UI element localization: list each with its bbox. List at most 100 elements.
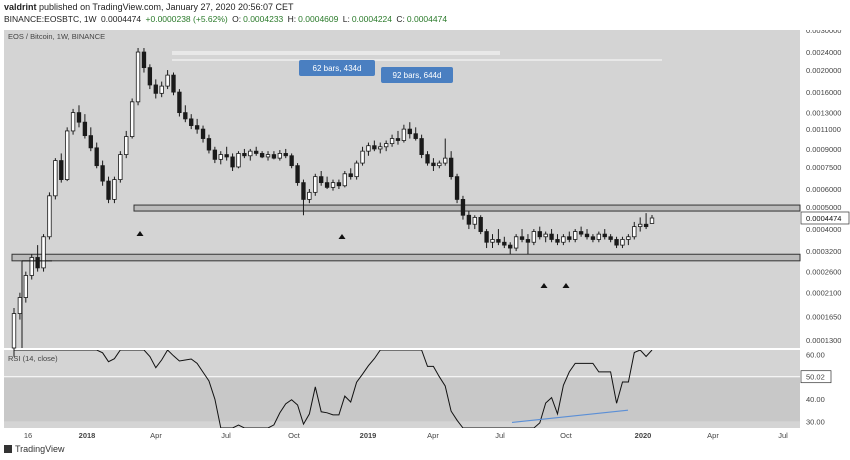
price-tick-label: 0.0020000 [806, 66, 841, 75]
price-tick-label: 0.0007500 [806, 163, 841, 172]
candle-body [230, 156, 235, 168]
candle-body [425, 154, 430, 164]
candle-body [206, 138, 212, 151]
measure-bar [172, 59, 662, 61]
candle-body [649, 217, 655, 224]
candle-body [70, 112, 76, 132]
candle-body [307, 191, 312, 200]
price-tick-label: 0.0011000 [806, 125, 841, 134]
candle-body [319, 176, 324, 184]
candle-body [407, 128, 412, 135]
open-value: 0.0004233 [243, 14, 284, 24]
candle-body [248, 150, 253, 157]
price-tick-label: 0.0024000 [806, 48, 841, 57]
candle-body [354, 162, 359, 178]
measure-bar [172, 51, 500, 55]
chart-canvas[interactable]: 0.0030000 0.0024000 0.0020000 0.0016000 0.00… [0, 30, 850, 442]
candle-body [76, 112, 82, 123]
candle-body [88, 135, 93, 149]
candle-body [537, 231, 542, 238]
high-label: H: [287, 14, 297, 24]
candle-body [41, 236, 46, 269]
candle-body [342, 173, 347, 187]
candle-body [573, 231, 578, 240]
candle-body [283, 153, 288, 157]
candle-body [437, 162, 442, 167]
x-tick-label: Jul [221, 431, 231, 440]
candle-body [147, 67, 153, 86]
candle-body [135, 51, 141, 103]
close-value: 0.0004474 [406, 14, 448, 24]
price-change: +0.0000238 (+5.62%) [145, 14, 228, 24]
price-pane-title: EOS / Bitcoin, 1W, BINANCE [8, 32, 105, 41]
candle-body [82, 121, 88, 137]
author-name: valdrint [4, 2, 37, 12]
candle-body [643, 223, 649, 228]
candle-body [549, 233, 554, 240]
candle-body [59, 160, 64, 180]
price-tick-label: 0.0004000 [806, 225, 841, 234]
price-tick-label: 0.0003200 [806, 247, 841, 256]
candle-body [212, 149, 218, 160]
candle-body [183, 112, 188, 120]
price-axis-bg [800, 30, 850, 428]
arrow-marker [540, 283, 548, 288]
candle-body [372, 145, 377, 150]
x-tick-label: 16 [24, 431, 32, 440]
chart-header: valdrint published on TradingView.com, J… [0, 0, 850, 30]
rsi-tick-label: 60.00 [806, 350, 825, 359]
candle-body [153, 84, 158, 94]
candle-body [236, 153, 241, 168]
candle-body [194, 125, 200, 130]
price-tick-label: 0.0009000 [806, 145, 841, 154]
x-tick-label: 2018 [79, 431, 96, 440]
candle-body [590, 236, 596, 240]
candle-body [490, 239, 495, 243]
candle-body [578, 231, 584, 235]
candle-body [301, 182, 306, 200]
low-value: 0.0004224 [351, 14, 393, 24]
rsi-trend-line [511, 409, 629, 424]
measure-label: 62 bars, 434d [313, 64, 362, 73]
candle-body [608, 236, 613, 240]
measure-label-box [299, 60, 375, 76]
candle-body [360, 150, 365, 164]
published-text: published on TradingView.com, January 27… [39, 2, 294, 12]
price-tick-label: 0.0030000 [806, 30, 841, 35]
candle-body [129, 101, 135, 137]
x-tick-label: Oct [560, 431, 573, 440]
candle-body [531, 231, 537, 243]
last-price-label: 0.0004474 [806, 214, 841, 223]
candle-body [271, 154, 277, 159]
candle-body [289, 155, 294, 167]
tradingview-icon [4, 445, 12, 453]
x-tick-label: Apr [707, 431, 719, 440]
candle-body [124, 136, 129, 155]
candle-body [94, 147, 99, 167]
last-price-box [800, 211, 850, 225]
candle-body [159, 85, 164, 94]
price-tick-label: 0.0013000 [806, 109, 841, 118]
measure-label: 92 bars, 644d [393, 71, 442, 80]
candle-body [389, 138, 395, 145]
support-zone [133, 204, 801, 212]
candle-body [348, 173, 353, 178]
candle-body [472, 217, 477, 225]
open-label: O: [232, 14, 242, 24]
candle-body [614, 239, 619, 246]
candle-body [626, 236, 631, 240]
candle-body [502, 241, 507, 246]
candle-body [254, 150, 259, 154]
publish-info: valdrint published on TradingView.com, J… [4, 2, 294, 12]
x-tick-label: Apr [427, 431, 439, 440]
candle-body [313, 176, 318, 193]
x-tick-label: Jul [778, 431, 788, 440]
candle-body [100, 165, 105, 182]
ohlc-line: BINANCE:EOSBTC, 1W 0.0004474 +0.0000238 … [4, 14, 449, 24]
candle-body [448, 157, 454, 178]
rsi-pane-title: RSI (14, close) [8, 354, 58, 363]
x-tick-label: 2019 [360, 431, 377, 440]
candle-body [543, 233, 548, 238]
candle-body [454, 176, 460, 200]
arrow-marker [338, 234, 346, 239]
